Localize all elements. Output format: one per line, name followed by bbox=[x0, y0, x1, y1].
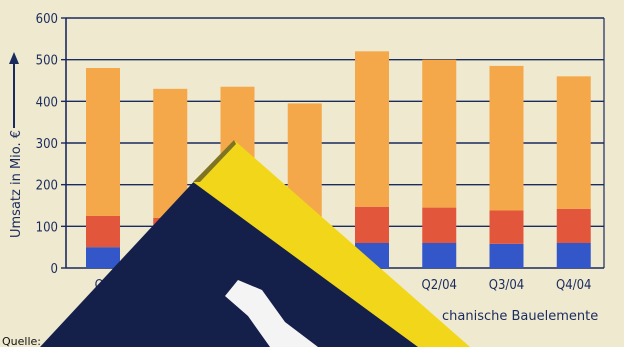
source-label: Quelle: bbox=[2, 335, 41, 347]
y-tick-label: 0 bbox=[51, 262, 58, 277]
bar-segment bbox=[422, 59, 457, 208]
legend-label: chanische Bauelemente bbox=[442, 309, 598, 324]
y-tick-label: 200 bbox=[36, 179, 58, 194]
y-tick-label: 600 bbox=[36, 12, 58, 27]
bar-segment bbox=[86, 215, 120, 248]
bar-segment bbox=[556, 243, 591, 268]
x-tick-label: Q3/04 bbox=[489, 278, 524, 293]
x-tick-label: Q4/04 bbox=[556, 278, 591, 293]
bar-segment bbox=[86, 68, 120, 216]
cover-edge-shadow bbox=[193, 140, 236, 182]
x-tick-label: Q2/04 bbox=[422, 278, 457, 293]
y-tick-labels: 0 100 200 300 400 500 600 bbox=[36, 12, 58, 277]
bar-segment bbox=[556, 76, 591, 209]
bar-segment bbox=[422, 243, 457, 268]
cover-yellow-band bbox=[193, 140, 470, 347]
cover-dark-panel bbox=[40, 175, 440, 347]
cover-overlay bbox=[40, 140, 470, 347]
bar-segment bbox=[556, 208, 591, 243]
y-tick-label: 100 bbox=[36, 220, 58, 235]
y-tick-label: 500 bbox=[36, 54, 58, 69]
axes bbox=[61, 17, 605, 269]
y-axis-label: Umsatz in Mio. € bbox=[9, 130, 24, 238]
bar-segment bbox=[489, 65, 524, 211]
y-axis-arrow-icon bbox=[9, 52, 19, 128]
cover-white-shape bbox=[225, 280, 318, 347]
bar-segment bbox=[422, 207, 457, 243]
bar-segment bbox=[489, 210, 524, 244]
bar-segment bbox=[86, 247, 120, 268]
bar-segment bbox=[355, 206, 389, 243]
y-tick-label: 300 bbox=[36, 137, 58, 152]
y-tick-label: 400 bbox=[36, 95, 58, 110]
bar-segment bbox=[489, 243, 524, 268]
bar-segment bbox=[355, 51, 389, 207]
